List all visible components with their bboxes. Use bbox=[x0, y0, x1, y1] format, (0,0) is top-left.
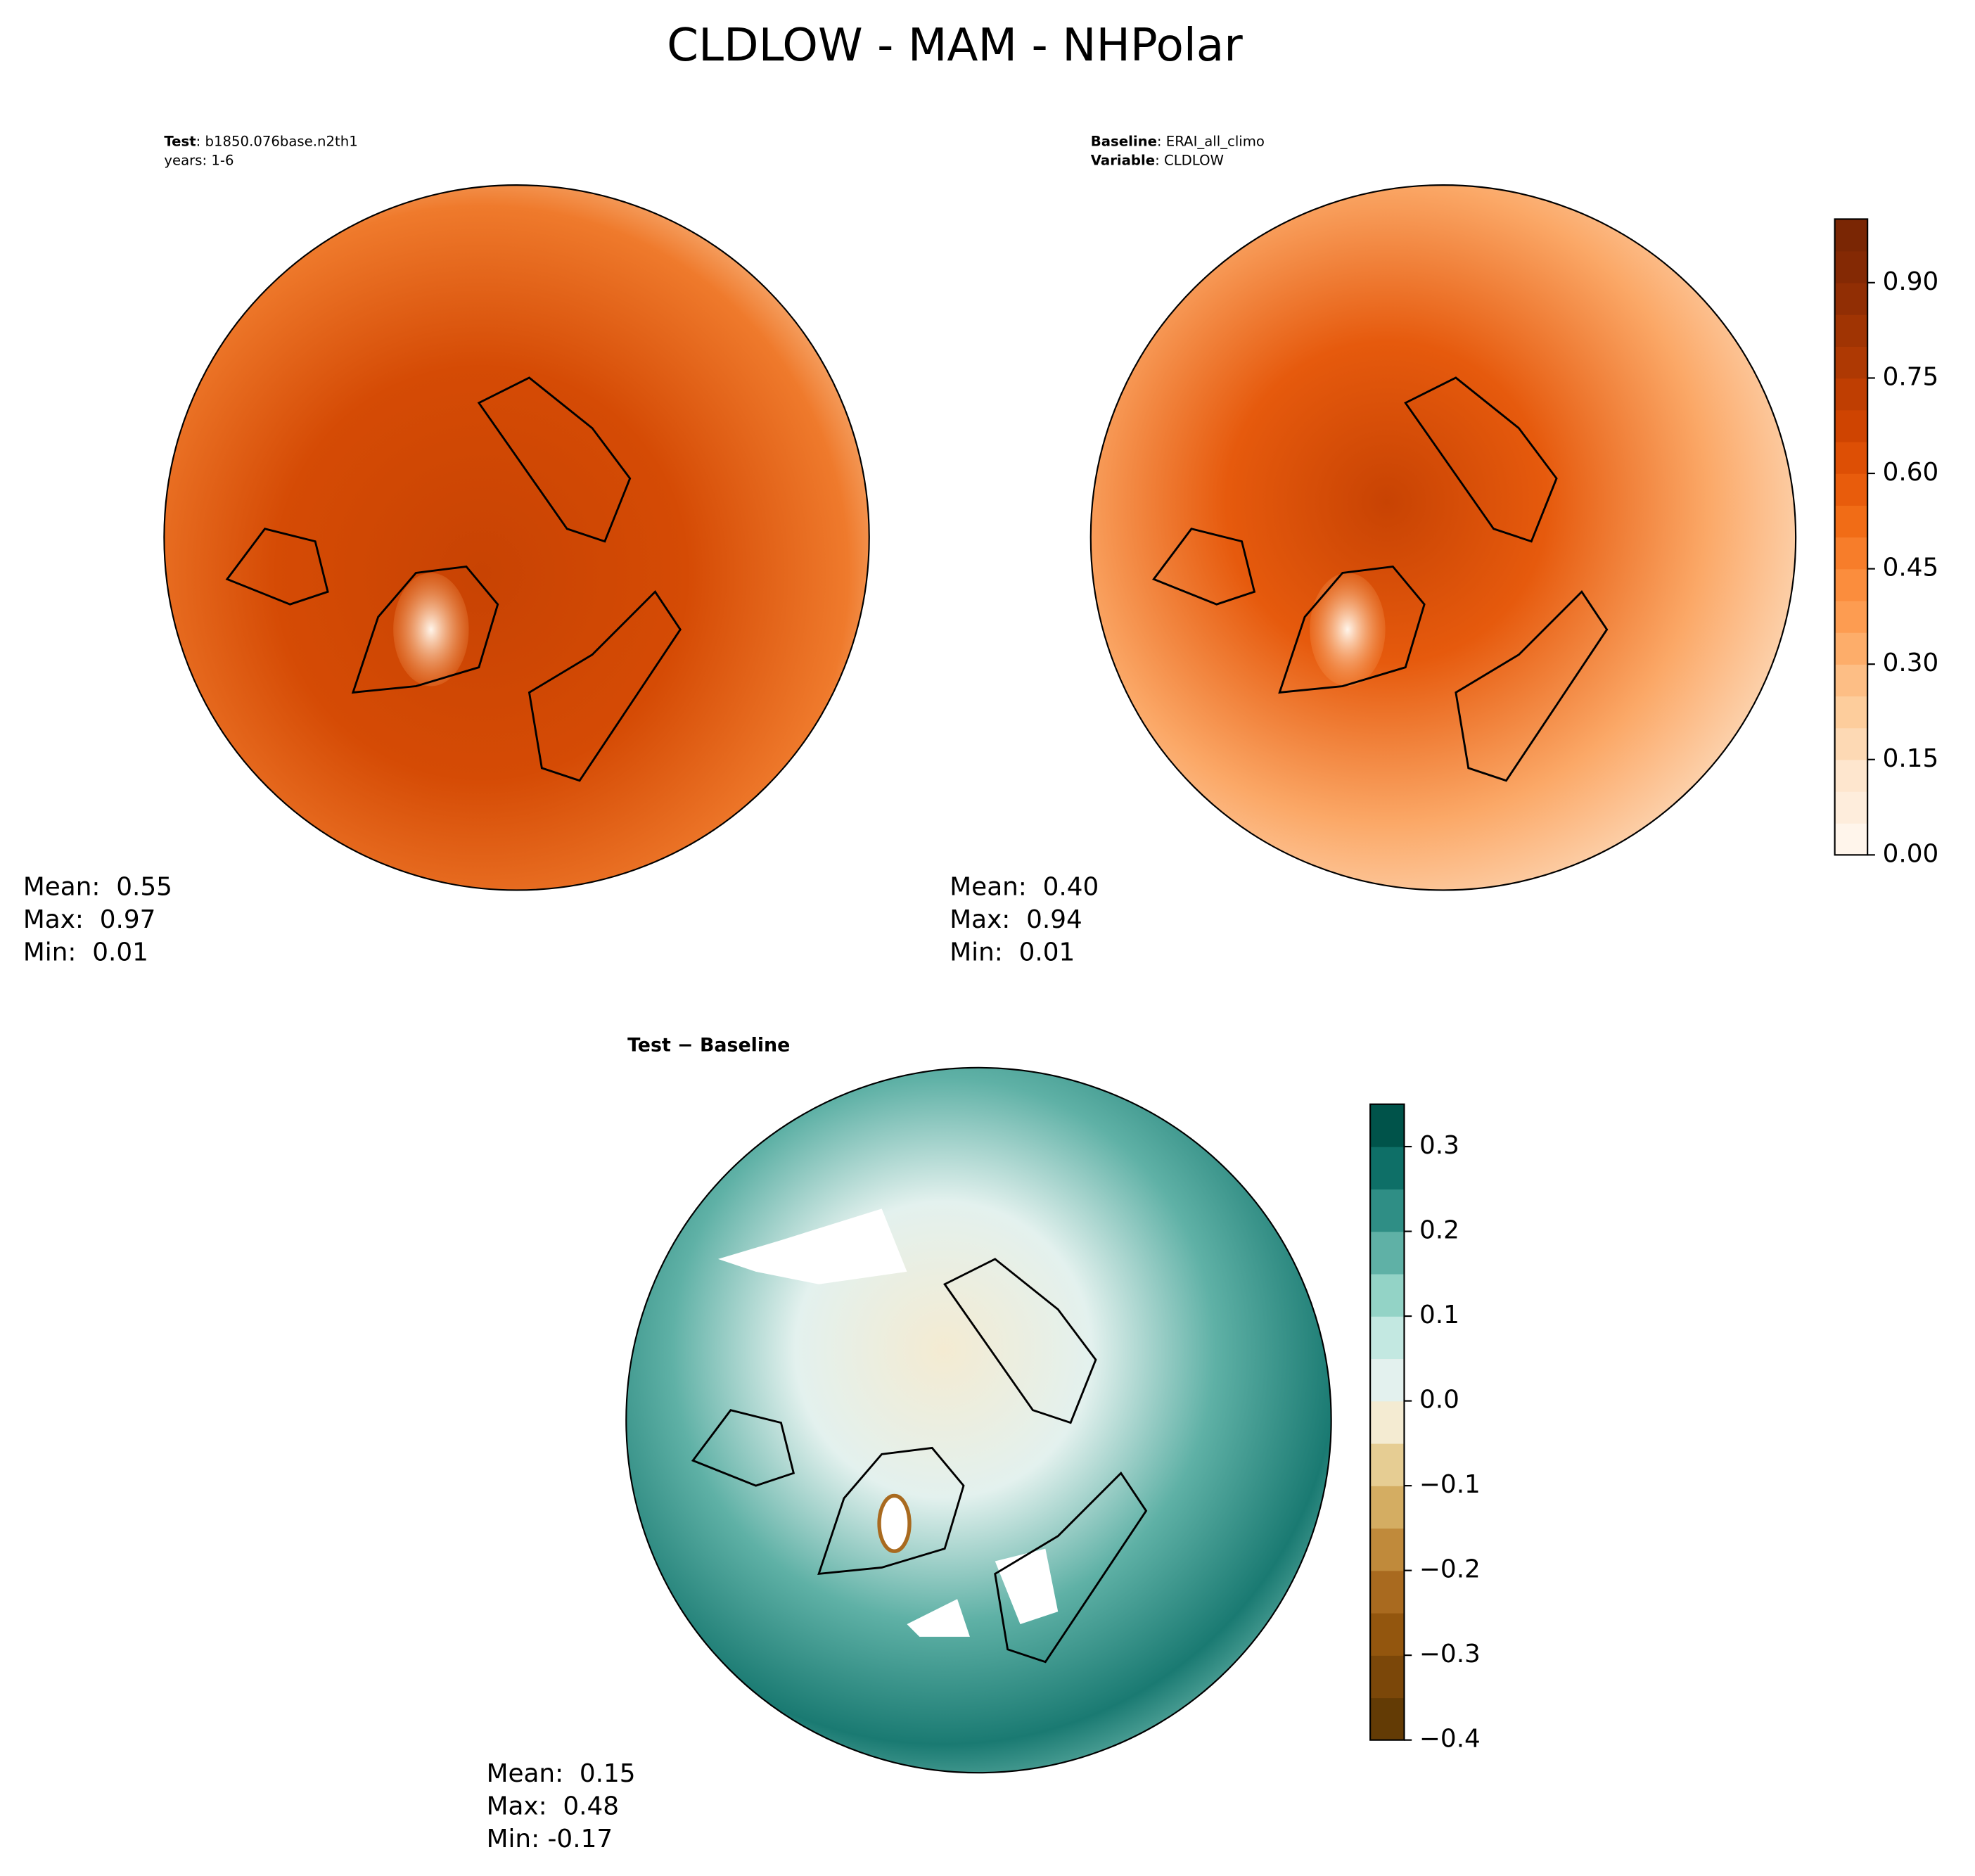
colorbar-band bbox=[1370, 1486, 1405, 1529]
panel-header: Test − Baseline bbox=[627, 1035, 790, 1057]
colorbar-band bbox=[1370, 1400, 1405, 1444]
colorbar-band bbox=[1834, 314, 1868, 347]
colorbar-tick-label: 0.60 bbox=[1883, 458, 1939, 487]
map-feature bbox=[717, 1208, 1059, 1637]
map-field bbox=[1089, 184, 1797, 891]
header-label: Baseline bbox=[1091, 134, 1157, 150]
stat: Min: 0.01 bbox=[23, 938, 148, 967]
stat: Max: 0.97 bbox=[23, 905, 155, 934]
colorbar-band bbox=[1370, 1231, 1405, 1275]
panel-header: Variable: CLDLOW bbox=[1091, 152, 1224, 168]
colorbar-band bbox=[1370, 1147, 1405, 1190]
colorbar-tick-label: 0.00 bbox=[1883, 839, 1939, 868]
colorbar-band bbox=[1370, 1443, 1405, 1486]
map-feature bbox=[877, 1493, 912, 1553]
colorbar-band bbox=[1834, 473, 1868, 506]
map-panel: Test − Baseline Mean: 0.15 Max: 0.48 Min… bbox=[487, 1035, 1332, 1853]
coastline bbox=[1152, 376, 1609, 782]
colorbar-tick-label: 0.1 bbox=[1419, 1301, 1459, 1329]
colorbar-band bbox=[1834, 791, 1868, 824]
map-panel: Test: b1850.076base.n2th1 years: 1-6 Mea… bbox=[23, 134, 870, 967]
colorbar-band bbox=[1834, 632, 1868, 665]
map-field bbox=[163, 184, 870, 891]
panel-header: years: 1-6 bbox=[164, 152, 234, 168]
colorbar-band bbox=[1834, 505, 1868, 538]
colorbar-band bbox=[1834, 441, 1868, 474]
stat: Mean: 0.40 bbox=[950, 873, 1099, 902]
colorbar-tick-label: −0.1 bbox=[1419, 1470, 1481, 1499]
header-text: : b1850.076base.n2th1 bbox=[196, 134, 358, 150]
colorbar-band bbox=[1370, 1273, 1405, 1317]
colorbar-band bbox=[1370, 1655, 1405, 1699]
colorbar-tick-label: 0.45 bbox=[1883, 554, 1939, 582]
stat: Min: -0.17 bbox=[487, 1825, 613, 1853]
colorbar-band bbox=[1834, 346, 1868, 379]
map-feature bbox=[1310, 573, 1386, 687]
colorbar-tick-label: 0.2 bbox=[1419, 1216, 1459, 1245]
colorbar-band bbox=[1370, 1570, 1405, 1614]
colorbar-band bbox=[1370, 1528, 1405, 1571]
colorbar-tick-label: −0.2 bbox=[1419, 1555, 1481, 1584]
colorbar-band bbox=[1834, 823, 1868, 856]
colorbar-tick-label: 0.30 bbox=[1883, 649, 1939, 677]
map-panel: Baseline: ERAI_all_climo Variable: CLDLO… bbox=[950, 134, 1797, 967]
colorbar-band bbox=[1370, 1104, 1405, 1147]
colorbar-band bbox=[1370, 1612, 1405, 1656]
colorbar-band bbox=[1834, 696, 1868, 729]
colorbar-frame bbox=[1834, 218, 1869, 856]
header-label: Test bbox=[164, 134, 196, 150]
stat: Max: 0.48 bbox=[487, 1792, 619, 1820]
header-text: : ERAI_all_climo bbox=[1157, 134, 1265, 150]
colorbar-tick-label: −0.3 bbox=[1419, 1640, 1481, 1668]
coastline bbox=[225, 376, 682, 782]
colorbar-band bbox=[1834, 250, 1868, 283]
colorbar-band bbox=[1834, 759, 1868, 792]
colorbar-tick-label: −0.4 bbox=[1419, 1725, 1481, 1754]
colorbar-band bbox=[1370, 1358, 1405, 1402]
coastline bbox=[691, 1258, 1148, 1664]
stat: Mean: 0.55 bbox=[23, 873, 172, 902]
stat: Max: 0.94 bbox=[950, 905, 1082, 934]
stat: Min: 0.01 bbox=[950, 938, 1075, 967]
colorbar-frame bbox=[1369, 1103, 1405, 1741]
colorbar-band bbox=[1834, 282, 1868, 315]
map-feature bbox=[393, 573, 469, 687]
colorbar-band bbox=[1370, 1189, 1405, 1232]
colorbar-tick-label: 0.3 bbox=[1419, 1131, 1459, 1160]
colorbar-band bbox=[1834, 727, 1868, 760]
stat: Mean: 0.15 bbox=[487, 1759, 636, 1788]
panel-header: Baseline: ERAI_all_climo bbox=[1091, 134, 1265, 150]
colorbar-tick-label: 0.90 bbox=[1883, 267, 1939, 296]
colorbar-band bbox=[1834, 409, 1868, 442]
header-text: : CLDLOW bbox=[1155, 152, 1224, 168]
map-field bbox=[625, 1066, 1332, 1774]
header-label: Variable bbox=[1091, 152, 1155, 168]
panel-header: Test: b1850.076base.n2th1 bbox=[164, 134, 357, 150]
colorbar-tick-label: 0.75 bbox=[1883, 362, 1939, 391]
colorbar-band bbox=[1834, 568, 1868, 601]
colorbar-band bbox=[1834, 664, 1868, 697]
figure-title: CLDLOW - MAM - NHPolar bbox=[667, 19, 1243, 72]
colorbar-tick-label: 0.15 bbox=[1883, 744, 1939, 773]
colorbar-band bbox=[1834, 378, 1868, 411]
colorbar-band bbox=[1834, 600, 1868, 633]
colorbar-band bbox=[1834, 537, 1868, 570]
colorbar-tick-label: 0.0 bbox=[1419, 1386, 1459, 1415]
colorbar-band bbox=[1370, 1316, 1405, 1360]
colorbar-band bbox=[1370, 1697, 1405, 1741]
colorbar-band bbox=[1834, 219, 1868, 252]
